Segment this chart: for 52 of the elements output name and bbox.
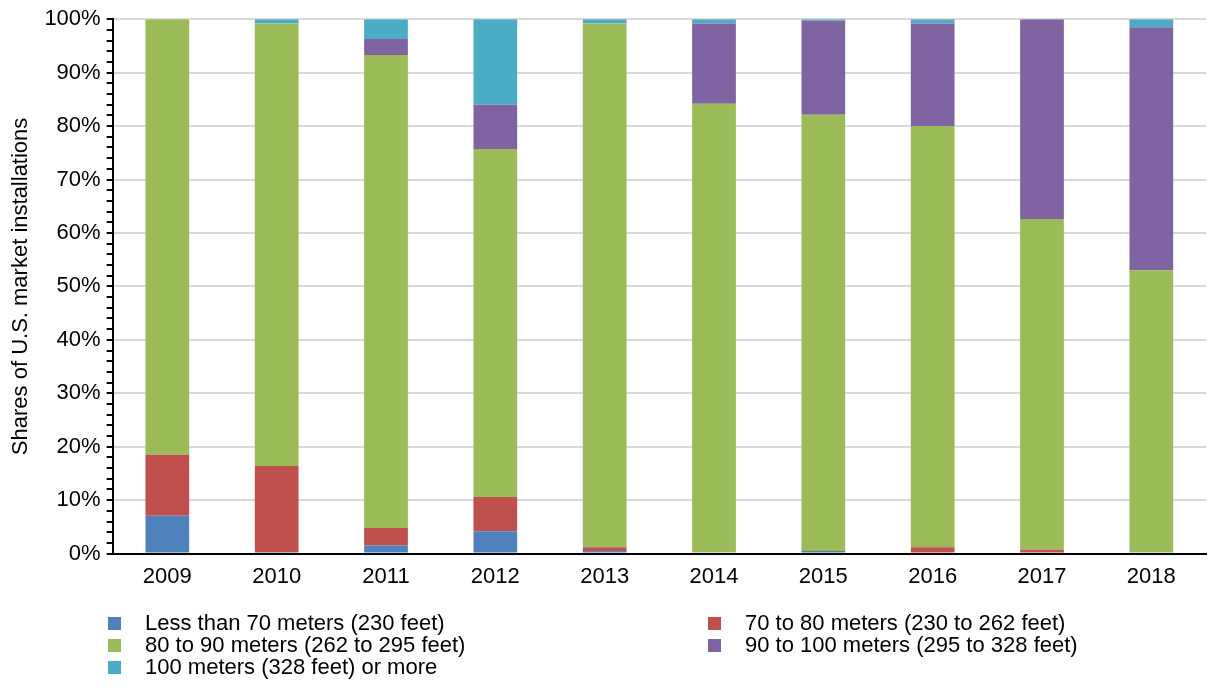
y-tick-label: 70%: [56, 165, 101, 191]
y-tick-label: 10%: [56, 486, 101, 512]
y-tick-label: 20%: [56, 432, 101, 458]
y-axis-title: Shares of U.S. market installations: [7, 117, 33, 456]
y-tick-label: 50%: [56, 272, 101, 298]
x-tick-label: 2012: [470, 562, 520, 588]
bar: [473, 104, 518, 150]
bar: [1129, 270, 1174, 553]
bar: [364, 38, 408, 56]
bar: [910, 126, 955, 548]
bar: [254, 465, 299, 552]
bar: [473, 531, 518, 553]
bar: [364, 545, 408, 553]
y-tick-label: 80%: [56, 112, 101, 138]
bar: [1020, 549, 1064, 553]
bar: [692, 23, 736, 104]
bar: [145, 454, 190, 516]
bar: [364, 19, 408, 39]
bar: [364, 527, 408, 546]
y-tick-label: 0%: [68, 539, 101, 565]
x-tick-label: 2014: [689, 562, 739, 588]
bar: [473, 19, 518, 105]
bar: [801, 20, 846, 115]
y-tick-label: 100%: [44, 5, 101, 31]
x-tick-label: 2017: [1017, 562, 1067, 588]
legend-label: 70 to 80 meters (230 to 262 feet): [745, 610, 1066, 635]
bar: [1020, 19, 1064, 220]
bar: [254, 23, 299, 466]
bar: [145, 515, 190, 553]
bar: [910, 23, 955, 127]
x-tick-label: 2018: [1126, 562, 1176, 588]
x-tick-label: 2011: [362, 562, 410, 588]
y-tick-label: 60%: [56, 219, 101, 245]
bar: [582, 23, 627, 548]
x-tick-label: 2015: [798, 562, 848, 588]
bar: [692, 103, 736, 553]
x-tick-label: 2016: [908, 562, 958, 588]
bar: [473, 149, 518, 497]
x-tick-label: 2013: [580, 562, 630, 588]
x-tick-label: 2009: [142, 562, 192, 588]
y-tick-label: 40%: [56, 325, 101, 351]
legend-label: Less than 70 meters (230 feet): [145, 610, 445, 635]
bar: [801, 114, 846, 551]
y-tick-label: 30%: [56, 379, 101, 405]
bar: [910, 547, 955, 553]
y-tick-label: 90%: [56, 58, 101, 84]
bar: [1129, 27, 1174, 271]
bar: [364, 55, 408, 528]
bar: [1020, 219, 1064, 550]
x-tick-label: 2010: [252, 562, 302, 588]
bar: [145, 19, 190, 455]
bar: [473, 496, 518, 532]
